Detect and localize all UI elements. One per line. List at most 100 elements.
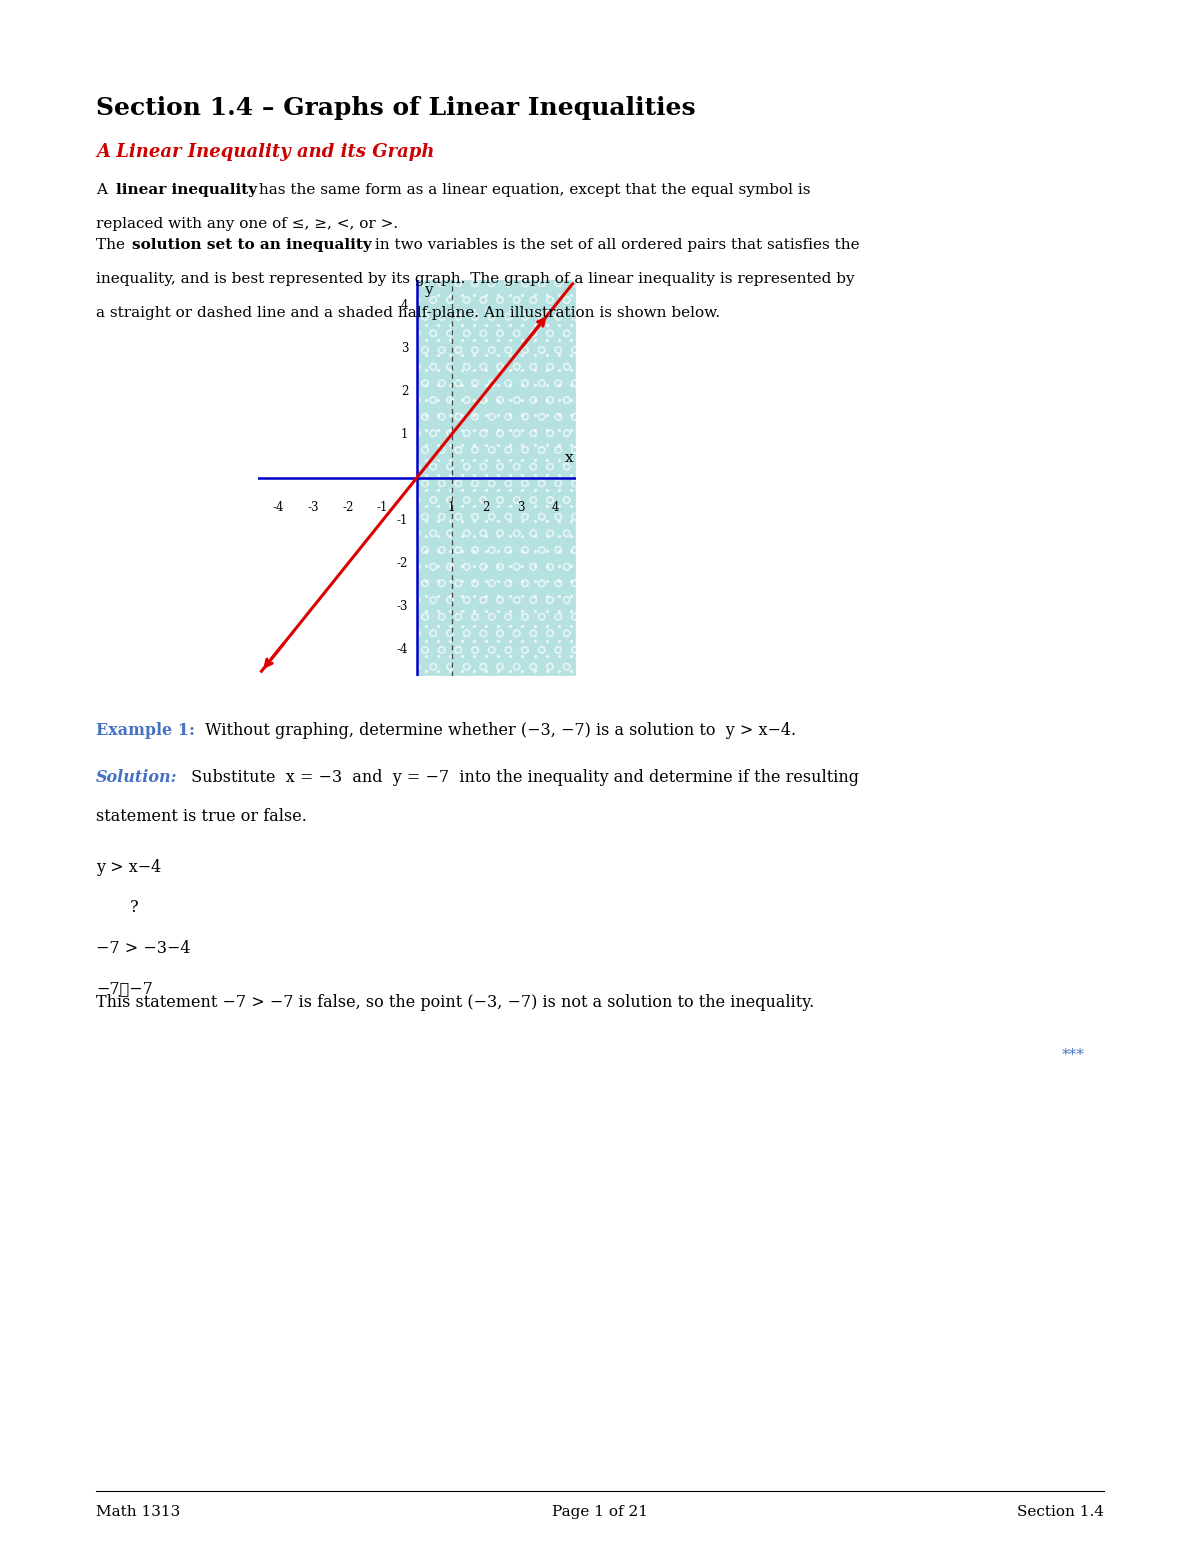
Text: Page 1 of 21: Page 1 of 21 bbox=[552, 1505, 648, 1519]
Point bbox=[476, 644, 496, 669]
Point bbox=[464, 508, 484, 533]
Point bbox=[476, 447, 496, 472]
Point bbox=[428, 402, 448, 427]
Point bbox=[550, 297, 569, 321]
Point bbox=[476, 357, 496, 382]
Point bbox=[416, 463, 436, 488]
Point bbox=[500, 373, 520, 398]
Point bbox=[452, 584, 472, 609]
Point bbox=[428, 629, 448, 654]
Point bbox=[464, 568, 484, 593]
Point bbox=[428, 433, 448, 458]
Point bbox=[464, 283, 484, 307]
Point bbox=[452, 388, 472, 413]
Point bbox=[452, 402, 472, 427]
Text: a straight or dashed line and a shaded half-plane. An illustration is shown belo: a straight or dashed line and a shaded h… bbox=[96, 306, 720, 320]
Point bbox=[524, 357, 544, 382]
Point bbox=[476, 433, 496, 458]
Point bbox=[562, 568, 581, 593]
Point bbox=[550, 357, 569, 382]
Point bbox=[440, 539, 460, 564]
Point bbox=[476, 373, 496, 398]
Text: Substitute  x = −3  and  y = −7  into the inequality and determine if the result: Substitute x = −3 and y = −7 into the in… bbox=[186, 769, 859, 786]
Point bbox=[488, 373, 508, 398]
Point bbox=[452, 478, 472, 503]
Point bbox=[440, 553, 460, 578]
Point bbox=[452, 553, 472, 578]
Point bbox=[488, 388, 508, 413]
Point bbox=[538, 508, 557, 533]
Point bbox=[488, 328, 508, 353]
Point bbox=[538, 297, 557, 321]
Point bbox=[428, 539, 448, 564]
Point bbox=[538, 343, 557, 368]
Point bbox=[416, 447, 436, 472]
Point bbox=[440, 402, 460, 427]
Point bbox=[428, 418, 448, 443]
Point bbox=[464, 297, 484, 321]
Point bbox=[416, 297, 436, 321]
Point bbox=[488, 629, 508, 654]
Point bbox=[512, 584, 532, 609]
Point bbox=[464, 478, 484, 503]
Point bbox=[416, 478, 436, 503]
Point bbox=[562, 478, 581, 503]
Point bbox=[428, 357, 448, 382]
Point bbox=[512, 658, 532, 683]
Point bbox=[538, 539, 557, 564]
Point bbox=[440, 584, 460, 609]
Point bbox=[550, 494, 569, 519]
Point bbox=[452, 598, 472, 623]
Point bbox=[488, 644, 508, 669]
Point bbox=[416, 568, 436, 593]
Point bbox=[562, 418, 581, 443]
Point bbox=[524, 584, 544, 609]
Point bbox=[524, 463, 544, 488]
Point bbox=[550, 658, 569, 683]
Point bbox=[416, 523, 436, 548]
Point bbox=[452, 297, 472, 321]
Point bbox=[562, 539, 581, 564]
Point bbox=[524, 523, 544, 548]
Point bbox=[476, 568, 496, 593]
Point bbox=[416, 598, 436, 623]
Point bbox=[452, 312, 472, 337]
Point bbox=[550, 644, 569, 669]
Point bbox=[550, 343, 569, 368]
Point bbox=[538, 312, 557, 337]
Point bbox=[416, 357, 436, 382]
Point bbox=[440, 494, 460, 519]
Point bbox=[500, 658, 520, 683]
Point bbox=[500, 328, 520, 353]
Point bbox=[464, 312, 484, 337]
Point bbox=[524, 553, 544, 578]
Point bbox=[464, 598, 484, 623]
Point bbox=[538, 553, 557, 578]
Point bbox=[464, 629, 484, 654]
Point bbox=[550, 447, 569, 472]
Text: 4: 4 bbox=[552, 502, 559, 514]
Point bbox=[550, 388, 569, 413]
Point bbox=[488, 433, 508, 458]
Point bbox=[416, 613, 436, 638]
Point bbox=[428, 463, 448, 488]
Point bbox=[428, 373, 448, 398]
Point bbox=[464, 523, 484, 548]
Point bbox=[500, 463, 520, 488]
Point bbox=[550, 402, 569, 427]
Point bbox=[428, 297, 448, 321]
Point bbox=[440, 658, 460, 683]
Point bbox=[500, 539, 520, 564]
Point bbox=[550, 568, 569, 593]
Point bbox=[464, 613, 484, 638]
Point bbox=[488, 553, 508, 578]
Point bbox=[538, 523, 557, 548]
Point bbox=[512, 523, 532, 548]
Point bbox=[562, 283, 581, 307]
Point bbox=[440, 433, 460, 458]
Point bbox=[476, 388, 496, 413]
Text: 2: 2 bbox=[401, 385, 408, 398]
Point bbox=[512, 343, 532, 368]
Point bbox=[416, 343, 436, 368]
Point bbox=[562, 312, 581, 337]
